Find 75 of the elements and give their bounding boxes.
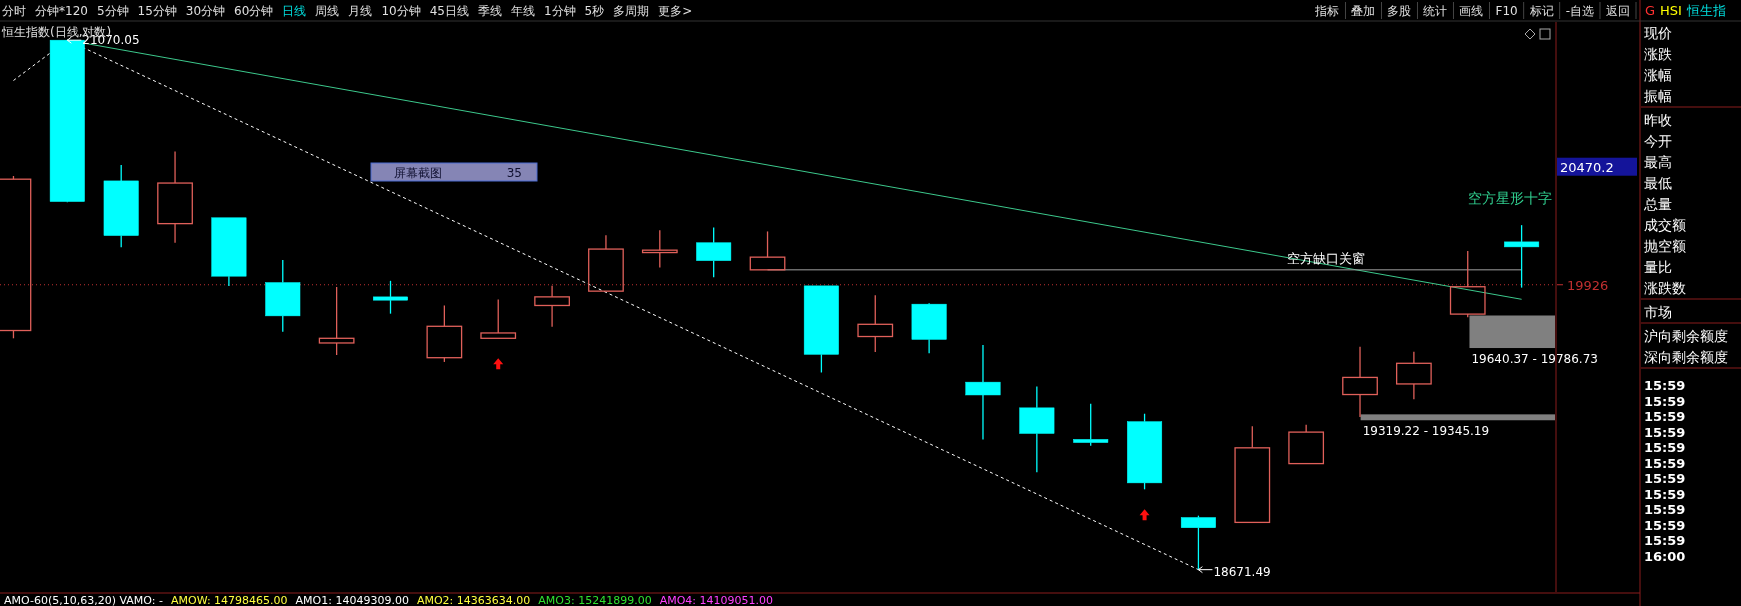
text: 统计 [1423, 4, 1448, 18]
text: F10 [1495, 4, 1518, 18]
text: 15:59 [1644, 393, 1686, 409]
text: 沪向剩余额度 [1644, 328, 1728, 344]
text: 昨收 [1644, 112, 1672, 128]
text: 抛空额 [1644, 238, 1686, 254]
text: G [1645, 3, 1656, 18]
text: 振幅 [1644, 88, 1672, 104]
text: 季线 [477, 4, 502, 18]
annotation: 屏幕截图 [394, 166, 442, 180]
text: 15:59 [1644, 471, 1686, 486]
text: AMO3: 15241899.00 [538, 594, 652, 606]
text: 15:59 [1644, 533, 1686, 548]
text: 多股 [1387, 4, 1412, 18]
text: 深向剩余额度 [1644, 349, 1728, 365]
text: 30分钟 [185, 4, 226, 18]
text: 涨跌数 [1644, 280, 1686, 296]
text: 15:59 [1644, 378, 1686, 393]
text: 返回 [1606, 4, 1630, 18]
text: 多周期 [613, 4, 650, 18]
text: -自选 [1565, 4, 1594, 18]
text: 最低 [1644, 175, 1672, 191]
text: 60分钟 [234, 4, 274, 18]
text: 日线 [282, 4, 307, 18]
text: 最高 [1644, 154, 1672, 170]
text: 15:59 [1644, 486, 1686, 502]
text: 恒生指 [1685, 3, 1726, 18]
text: 指标 [1314, 4, 1340, 18]
text: HSI [1660, 3, 1682, 18]
text: 15分钟 [137, 4, 177, 18]
text: 5分钟 [96, 4, 129, 18]
screenshot-box: 屏幕截图 35 [370, 162, 538, 182]
arrow-label: 18671.49 [1197, 564, 1271, 579]
text: 今开 [1644, 133, 1672, 149]
text: 15:59 [1644, 502, 1686, 517]
text: 标记 [1528, 4, 1554, 18]
text: 10分钟 [381, 4, 421, 18]
text: 15:59 [1644, 440, 1686, 455]
text: 16:00 [1644, 548, 1686, 564]
band: 19640.37 - 19786.73 [1469, 315, 1598, 366]
annotation: 35 [506, 166, 522, 180]
text: 15:59 [1644, 455, 1686, 471]
annotation: 18671.49 [1213, 564, 1271, 579]
band-label: 19640.37 - 19786.73 [1471, 352, 1598, 367]
annotation: 空方星形十字 [1467, 190, 1552, 207]
text: 1分钟 [543, 4, 576, 18]
text: 涨跌 [1644, 46, 1672, 62]
text: 月线 [348, 4, 373, 18]
text: AMO1: 14049309.00 [295, 594, 409, 606]
band: 19319.22 - 19345.19 [1360, 414, 1555, 439]
text: 15:59 [1644, 517, 1686, 533]
text: 15:59 [1644, 424, 1686, 440]
text: 量比 [1644, 259, 1672, 275]
text: 成交额 [1644, 217, 1686, 233]
y-tick-label: 20470.2 [1560, 159, 1614, 175]
text: 年线 [510, 4, 535, 18]
text: 现价 [1644, 25, 1672, 41]
text: 45日线 [429, 4, 469, 18]
text: 画线 [1459, 4, 1484, 18]
text: 涨幅 [1644, 67, 1672, 83]
text: 分时 [2, 4, 26, 18]
text: 叠加 [1351, 4, 1376, 18]
text: AMOW: 14798465.00 [170, 594, 288, 606]
text: 市场 [1644, 304, 1672, 320]
text: 总量 [1643, 196, 1672, 212]
text: AMO4: 14109051.00 [659, 594, 774, 606]
text: 周线 [315, 4, 340, 18]
text: 15:59 [1644, 409, 1686, 424]
y-tick-label: 19926 [1567, 277, 1609, 293]
text: AMO2: 14363634.00 [416, 594, 531, 606]
text: 更多> [658, 4, 693, 18]
text: 分钟*120 [35, 4, 88, 18]
text: AMO-60(5,10,63,20) VAMO: - [4, 594, 164, 606]
text: 5秒 [584, 4, 605, 18]
band-label: 19319.22 - 19345.19 [1362, 424, 1490, 439]
